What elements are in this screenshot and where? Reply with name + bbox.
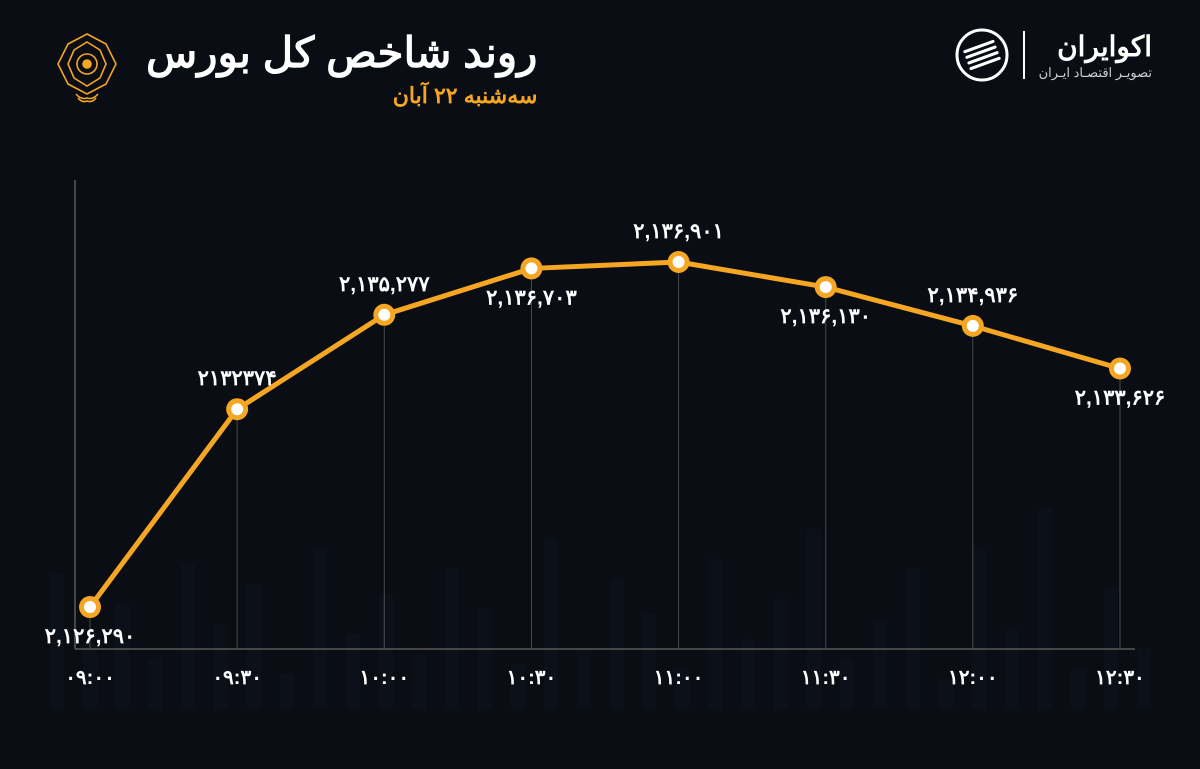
x-axis-label: ۱۲:۰۰	[948, 667, 998, 689]
title-block: روند شاخص کل بورس سه‌شنبه ۲۲ آبان	[48, 28, 537, 109]
value-label: ۲,۱۳۶,۷۰۳	[486, 286, 577, 309]
page-title: روند شاخص کل بورس	[146, 28, 537, 77]
brand-name: اکوایران	[1039, 30, 1152, 63]
value-label: ۲,۱۳۶,۱۳۰	[780, 305, 871, 328]
x-axis-label: ۰۹:۳۰	[212, 667, 262, 689]
brand-divider	[1023, 31, 1025, 79]
line-chart: ۲,۱۲۶,۲۹۰۰۹:۰۰۲۱۳۲۳۷۴۰۹:۳۰۲,۱۳۵,۲۷۷۱۰:۰۰…	[70, 170, 1140, 719]
ecoiran-logo-icon	[955, 28, 1009, 82]
value-label: ۲,۱۲۶,۲۹۰	[45, 625, 136, 648]
value-label: ۲,۱۳۳,۶۲۶	[1075, 386, 1166, 409]
value-label: ۲۱۳۲۳۷۴	[198, 367, 277, 390]
x-axis-label: ۰۹:۰۰	[65, 667, 115, 689]
value-label: ۲,۱۳۵,۲۷۷	[339, 273, 430, 296]
value-label: ۲,۱۳۶,۹۰۱	[633, 220, 724, 243]
x-axis-label: ۱۲:۳۰	[1095, 667, 1145, 689]
brand-block: اکوایران تصویـر اقتصـاد ایـران	[955, 28, 1152, 82]
x-axis-label: ۱۰:۰۰	[359, 667, 409, 689]
brand-tagline: تصویـر اقتصـاد ایـران	[1039, 65, 1152, 81]
series-line	[90, 262, 1120, 607]
x-axis-label: ۱۰:۳۰	[507, 667, 557, 689]
x-axis-label: ۱۱:۰۰	[654, 667, 704, 689]
x-axis-label: ۱۱:۳۰	[801, 667, 851, 689]
page-subtitle: سه‌شنبه ۲۲ آبان	[146, 83, 537, 109]
value-label: ۲,۱۳۴,۹۳۶	[928, 284, 1019, 307]
seo-logo-icon	[48, 28, 126, 106]
header: اکوایران تصویـر اقتصـاد ایـران روند شاخص…	[48, 28, 1152, 109]
